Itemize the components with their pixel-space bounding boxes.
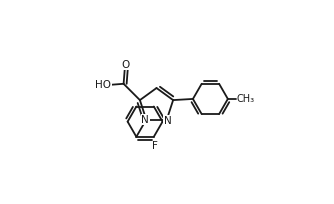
Text: N: N	[164, 115, 172, 125]
Text: F: F	[152, 141, 158, 151]
Text: CH₃: CH₃	[237, 94, 255, 104]
Text: N: N	[141, 115, 149, 125]
Text: O: O	[121, 60, 129, 70]
Text: HO: HO	[95, 80, 111, 90]
